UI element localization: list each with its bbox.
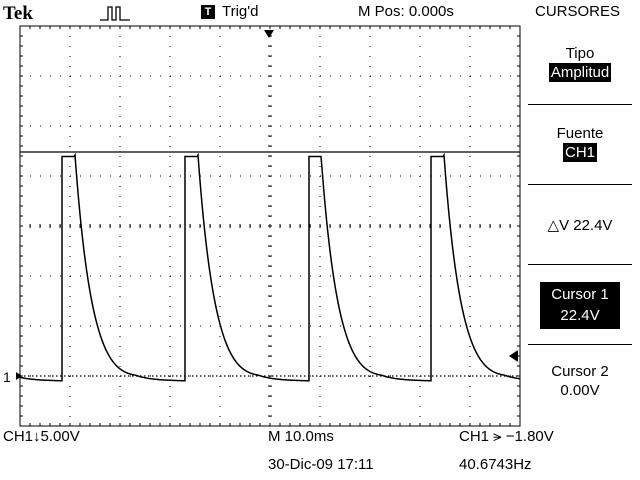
menu-divider — [528, 264, 632, 265]
fuente-option[interactable]: Fuente CH1 — [530, 124, 630, 162]
fuente-value: CH1 — [562, 143, 597, 162]
cursor1-option[interactable]: Cursor 1 22.4V — [540, 282, 620, 329]
datetime-readout: 30-Dic-09 17:11 — [268, 456, 374, 473]
m-pos-readout: M Pos: 0.000s — [358, 3, 454, 20]
cursor2-label: Cursor 2 — [551, 363, 609, 380]
time-scale-readout: M 10.0ms — [268, 428, 334, 445]
menu-divider — [528, 344, 632, 345]
ch1-ground-marker — [16, 372, 22, 380]
frequency-readout: 40.6743Hz — [459, 456, 532, 473]
cursor2-option[interactable]: Cursor 2 0.00V — [530, 362, 630, 400]
tipo-value: Amplitud — [548, 63, 612, 82]
tipo-label: Tipo — [565, 45, 595, 62]
tipo-option[interactable]: Tipo Amplitud — [530, 44, 630, 82]
fuente-label: Fuente — [556, 125, 604, 142]
pulse-icon — [100, 6, 130, 21]
cursor2-value: 0.00V — [560, 382, 600, 399]
trigger-icon: T — [201, 5, 215, 19]
trigger-status: Trig'd — [222, 3, 259, 20]
cursor1-label: Cursor 1 — [551, 286, 609, 303]
menu-divider — [528, 184, 632, 185]
brand-logo: Tek — [3, 3, 33, 24]
menu-divider — [528, 104, 632, 105]
delta-v-readout: △V 22.4V — [547, 217, 613, 234]
trigger-position-marker — [264, 30, 274, 38]
ch1-waveform — [19, 152, 521, 382]
trigger-readout: CH1 ⪫ −1.80V — [459, 428, 554, 445]
trigger-level-marker — [509, 350, 518, 362]
menu-title: CURSORES — [535, 3, 621, 20]
cursor1-value: 22.4V — [560, 307, 600, 324]
graticule-grid — [19, 25, 521, 427]
ch1-scale-readout: CH1↓5.00V — [3, 428, 80, 445]
ch1-ground-label: 1 — [3, 369, 11, 385]
